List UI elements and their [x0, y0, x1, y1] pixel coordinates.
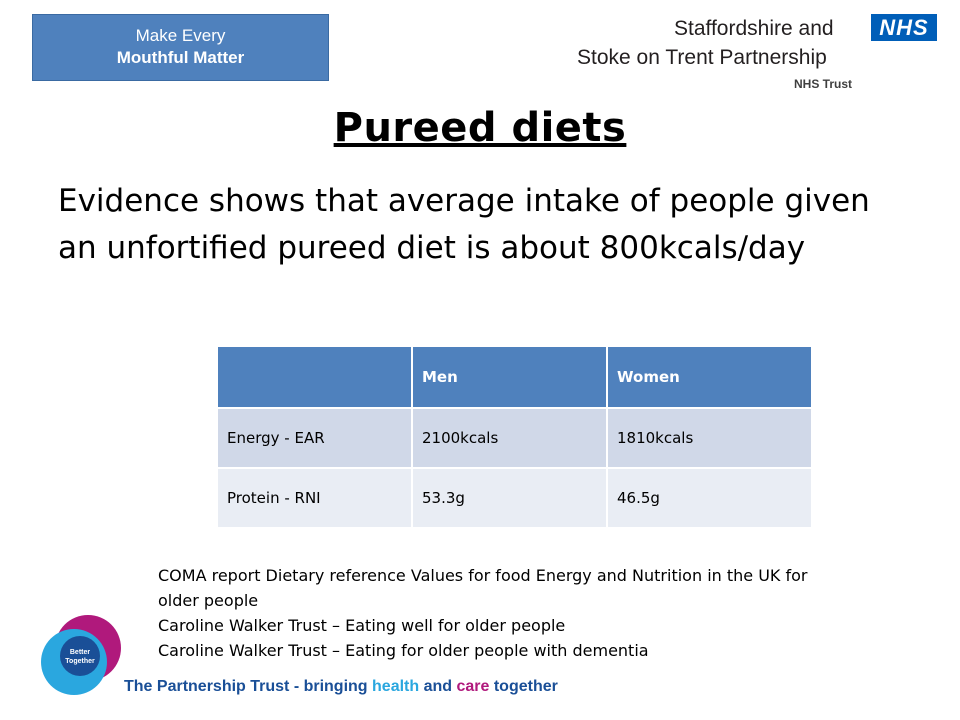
table-cell: 2100kcals — [411, 407, 608, 469]
table-header-cell — [216, 345, 413, 409]
nhs-logo: NHS — [871, 14, 937, 41]
reference-item: Caroline Walker Trust – Eating for older… — [158, 641, 649, 660]
table-row: Energy - EAR 2100kcals 1810kcals — [216, 407, 813, 469]
intro-text: Evidence shows that average intake of pe… — [58, 183, 870, 266]
references-list: COMA report Dietary reference Values for… — [158, 563, 838, 663]
footer-part-1: The Partnership Trust - bringing — [124, 678, 373, 695]
better-together-logo: Better Together — [41, 615, 121, 695]
table-cell: 46.5g — [606, 467, 813, 529]
banner-line-1: Make Every — [135, 26, 226, 45]
reference-item: COMA report Dietary reference Values for… — [158, 566, 808, 610]
table-cell: Protein - RNI — [216, 467, 413, 529]
table-row: Protein - RNI 53.3g 46.5g — [216, 467, 813, 529]
page-title: Pureed diets — [333, 105, 627, 151]
footer-part-3: and — [419, 678, 457, 695]
footer-part-5: together — [489, 678, 558, 695]
footer-health: health — [372, 678, 420, 695]
table-cell: 53.3g — [411, 467, 608, 529]
table-header-cell: Men — [411, 345, 608, 409]
table-cell: Energy - EAR — [216, 407, 413, 469]
table-header-cell: Women — [606, 345, 813, 409]
footer-care: care — [456, 678, 490, 695]
banner-line-2: Mouthful Matter — [116, 48, 245, 67]
logo-centre-circle — [60, 636, 100, 676]
table-header-row: Men Women — [216, 345, 813, 409]
logo-text-line-2: Together — [65, 658, 95, 665]
org-line-1: Staffordshire and — [674, 17, 834, 40]
footer-tagline: The Partnership Trust - bringing health … — [124, 678, 558, 696]
logo-text-line-1: Better — [70, 649, 91, 656]
reference-item: Caroline Walker Trust – Eating well for … — [158, 616, 566, 635]
make-every-mouthful-matter-banner: Make Every Mouthful Matter — [32, 14, 329, 81]
org-line-3: NHS Trust — [794, 77, 853, 91]
table-cell: 1810kcals — [606, 407, 813, 469]
org-line-2: Stoke on Trent Partnership — [577, 46, 827, 69]
dietary-reference-table: Men Women Energy - EAR 2100kcals 1810kca… — [216, 345, 813, 529]
